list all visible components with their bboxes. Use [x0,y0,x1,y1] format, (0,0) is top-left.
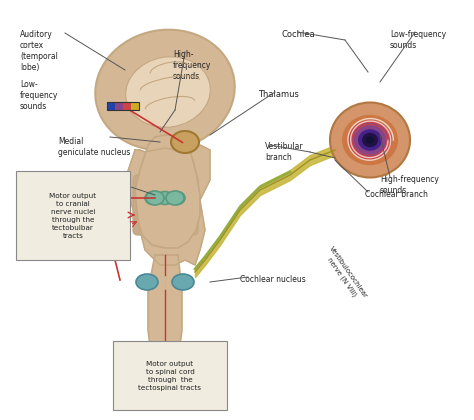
Bar [107,102,139,110]
Ellipse shape [95,30,235,150]
Ellipse shape [348,120,392,160]
Text: Motor output
to spinal cord
through  the
tectospinal tracts: Motor output to spinal cord through the … [138,361,201,391]
Ellipse shape [330,102,410,178]
FancyBboxPatch shape [113,341,227,410]
Ellipse shape [172,274,194,290]
Text: Medial
geniculate nucleus: Medial geniculate nucleus [58,137,130,157]
Text: Low-
frequency
sounds: Low- frequency sounds [20,80,58,111]
FancyBboxPatch shape [133,175,198,235]
Ellipse shape [126,57,210,127]
FancyBboxPatch shape [16,171,130,260]
Text: High-frequency
sounds: High-frequency sounds [380,175,439,195]
Bar [123,102,131,110]
Ellipse shape [145,192,161,205]
Bar [131,102,139,110]
Ellipse shape [362,133,378,147]
Text: Auditory
cortex
(temporal
lobe): Auditory cortex (temporal lobe) [20,30,58,72]
Text: Low-frequency
sounds: Low-frequency sounds [390,30,446,50]
Ellipse shape [157,192,173,205]
Ellipse shape [358,129,382,151]
Ellipse shape [347,120,377,144]
Polygon shape [135,135,200,248]
Bar [107,102,115,110]
Ellipse shape [171,131,199,153]
Text: Thalamus: Thalamus [258,90,299,99]
Text: Vestibulocochlear
nerve (N VIII): Vestibulocochlear nerve (N VIII) [321,245,368,304]
Text: Cochlea: Cochlea [281,30,315,39]
Ellipse shape [136,274,158,290]
Text: Cochlear nucleus: Cochlear nucleus [240,275,306,284]
Ellipse shape [169,192,185,205]
Bar [115,102,123,110]
Polygon shape [125,145,210,265]
Text: Cochlear branch: Cochlear branch [365,190,428,199]
Ellipse shape [354,126,386,155]
Text: Inferior
colliculus
(mesencephalon): Inferior colliculus (mesencephalon) [20,180,86,211]
Polygon shape [148,255,182,390]
Ellipse shape [366,136,374,144]
Text: Motor output
to cranial
nerve nuclei
through the
tectobulbar
tracts: Motor output to cranial nerve nuclei thr… [49,193,97,239]
Ellipse shape [146,191,164,205]
Ellipse shape [342,115,398,165]
Text: High-
frequency
sounds: High- frequency sounds [173,50,211,81]
Text: Vestibular
branch: Vestibular branch [265,142,304,162]
Ellipse shape [166,191,184,205]
